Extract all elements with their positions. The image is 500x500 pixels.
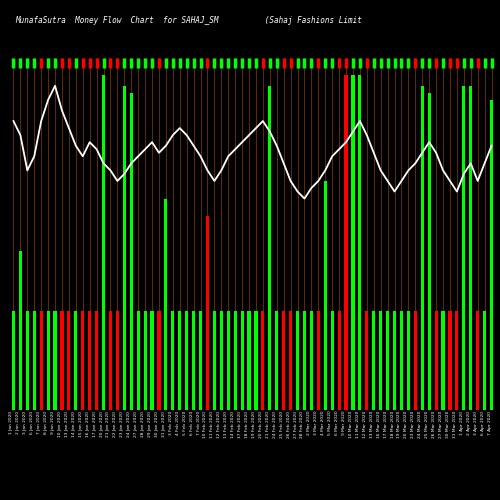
- Bar: [220, 312, 223, 410]
- Bar: [248, 312, 250, 410]
- Bar: [68, 312, 70, 410]
- Bar: [400, 312, 403, 410]
- Bar: [352, 75, 354, 410]
- Bar: [32, 312, 36, 410]
- Bar: [12, 312, 15, 410]
- Bar: [282, 312, 285, 410]
- Bar: [414, 312, 417, 410]
- Bar: [178, 312, 182, 410]
- Bar: [19, 252, 22, 410]
- Bar: [136, 312, 140, 410]
- Bar: [158, 312, 160, 410]
- Bar: [296, 312, 299, 410]
- Bar: [434, 312, 438, 410]
- Bar: [95, 312, 98, 410]
- Bar: [338, 312, 340, 410]
- Bar: [116, 312, 119, 410]
- Bar: [240, 312, 244, 410]
- Bar: [442, 312, 444, 410]
- Bar: [366, 312, 368, 410]
- Bar: [324, 181, 327, 410]
- Bar: [213, 312, 216, 410]
- Bar: [358, 75, 362, 410]
- Bar: [476, 312, 479, 410]
- Bar: [483, 312, 486, 410]
- Bar: [469, 86, 472, 410]
- Bar: [144, 312, 146, 410]
- Bar: [407, 312, 410, 410]
- Bar: [428, 93, 430, 410]
- Bar: [60, 312, 64, 410]
- Bar: [317, 312, 320, 410]
- Bar: [386, 312, 389, 410]
- Bar: [275, 312, 278, 410]
- Bar: [393, 312, 396, 410]
- Bar: [164, 198, 168, 410]
- Bar: [109, 312, 112, 410]
- Bar: [88, 312, 91, 410]
- Bar: [81, 312, 84, 410]
- Bar: [192, 312, 195, 410]
- Bar: [310, 312, 313, 410]
- Bar: [206, 216, 209, 410]
- Bar: [303, 312, 306, 410]
- Bar: [330, 312, 334, 410]
- Bar: [226, 312, 230, 410]
- Bar: [490, 100, 493, 410]
- Bar: [462, 86, 466, 410]
- Bar: [372, 312, 376, 410]
- Bar: [456, 312, 458, 410]
- Bar: [262, 312, 264, 410]
- Bar: [420, 86, 424, 410]
- Bar: [54, 312, 56, 410]
- Bar: [234, 312, 236, 410]
- Bar: [26, 312, 29, 410]
- Bar: [448, 312, 452, 410]
- Bar: [185, 312, 188, 410]
- Bar: [379, 312, 382, 410]
- Bar: [254, 312, 258, 410]
- Bar: [199, 312, 202, 410]
- Text: MunafaSutra  Money Flow  Chart  for SAHAJ_SM          (Sahaj Fashions Limit: MunafaSutra Money Flow Chart for SAHAJ_S…: [15, 16, 362, 25]
- Bar: [172, 312, 174, 410]
- Bar: [268, 86, 272, 410]
- Bar: [123, 86, 126, 410]
- Bar: [102, 75, 105, 410]
- Bar: [46, 312, 50, 410]
- Bar: [289, 312, 292, 410]
- Bar: [130, 93, 133, 410]
- Bar: [40, 312, 42, 410]
- Bar: [74, 312, 78, 410]
- Bar: [344, 75, 348, 410]
- Bar: [150, 312, 154, 410]
